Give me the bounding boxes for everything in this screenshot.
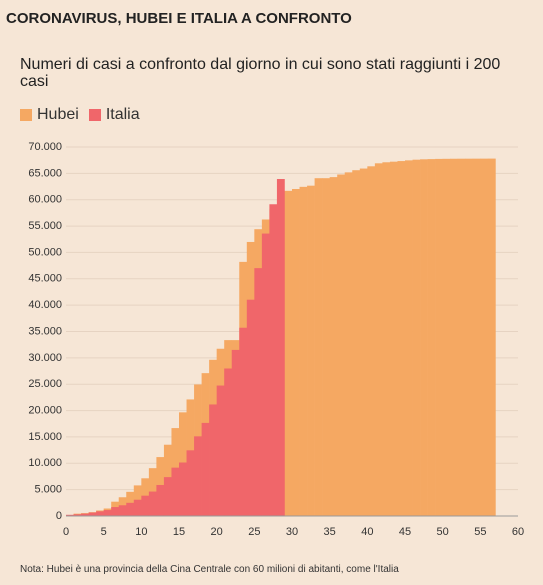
x-tick-label: 0 xyxy=(63,526,69,538)
y-tick-label: 30.000 xyxy=(28,352,62,364)
y-tick-label: 50.000 xyxy=(28,246,62,258)
y-tick-label: 20.000 xyxy=(28,404,62,416)
y-tick-label: 25.000 xyxy=(28,378,62,390)
step-bar xyxy=(412,159,421,516)
step-bar xyxy=(359,168,368,516)
y-tick-label: 55.000 xyxy=(28,220,62,232)
step-bar xyxy=(382,162,391,516)
x-tick-label: 35 xyxy=(324,526,336,538)
x-tick-label: 40 xyxy=(361,526,373,538)
y-tick-label: 5.000 xyxy=(34,484,62,496)
step-bar xyxy=(231,349,240,516)
step-bar xyxy=(88,512,97,516)
legend: Hubei Italia xyxy=(20,106,140,124)
x-tick-label: 10 xyxy=(135,526,147,538)
x-tick-label: 50 xyxy=(437,526,449,538)
y-tick-label: 15.000 xyxy=(28,431,62,443)
x-tick-label: 55 xyxy=(474,526,486,538)
x-tick-label: 20 xyxy=(211,526,223,538)
step-bar xyxy=(209,404,217,516)
step-bar xyxy=(156,484,165,516)
step-bar xyxy=(314,178,323,516)
step-bar xyxy=(450,158,459,516)
step-bar xyxy=(171,467,180,516)
step-bar xyxy=(261,233,270,517)
legend-item: Hubei xyxy=(20,106,79,124)
step-bar xyxy=(224,368,233,516)
legend-label: Hubei xyxy=(37,106,79,123)
y-tick-label: 65.000 xyxy=(28,167,62,179)
step-bar xyxy=(179,462,187,516)
legend-swatch xyxy=(88,109,101,121)
step-bar xyxy=(337,174,346,516)
step-bar xyxy=(81,513,89,516)
step-bar xyxy=(276,179,285,517)
step-bar xyxy=(435,158,443,516)
step-bar xyxy=(352,170,361,516)
step-bar xyxy=(427,159,436,516)
step-bar xyxy=(133,499,142,516)
step-bar xyxy=(201,422,210,516)
step-bar xyxy=(292,189,300,517)
x-tick-label: 15 xyxy=(173,526,185,538)
step-bar xyxy=(457,158,466,516)
step-bar xyxy=(194,436,202,516)
y-tick-label: 0 xyxy=(56,510,62,522)
chart-title: CORONAVIRUS, HUBEI E ITALIA A CONFRONTO xyxy=(6,10,352,27)
step-bar xyxy=(96,511,104,516)
step-bar xyxy=(73,514,82,516)
step-bar xyxy=(111,507,120,516)
step-bar xyxy=(367,166,376,516)
note: Nota: Hubei è una provincia della Cina C… xyxy=(20,564,399,575)
step-bar xyxy=(465,158,474,516)
chart-subtitle: Numeri di casi a confronto dal giorno in… xyxy=(20,56,501,90)
chart: 0 5.000 10.000 15.000 20.000 25.000 30.000 35.0… xyxy=(28,141,524,538)
step-bar xyxy=(344,172,353,516)
step-bar xyxy=(103,510,112,516)
step-bar xyxy=(397,161,406,516)
step-bar xyxy=(389,161,398,516)
step-bar xyxy=(442,158,451,517)
step-bar xyxy=(405,160,413,517)
x-tick-label: 60 xyxy=(512,526,524,538)
step-bar xyxy=(118,505,127,516)
x-tick-label: 45 xyxy=(399,526,411,538)
y-tick-label: 45.000 xyxy=(28,273,62,285)
step-bar xyxy=(66,514,74,516)
legend-item: Italia xyxy=(88,106,140,124)
legend-label: Italia xyxy=(105,106,140,123)
step-bar xyxy=(246,299,255,516)
step-bar xyxy=(307,185,315,516)
y-tick-label: 35.000 xyxy=(28,325,62,337)
y-tick-label: 60.000 xyxy=(28,194,62,206)
step-bar xyxy=(163,477,172,516)
step-bar xyxy=(472,158,481,517)
step-bar xyxy=(254,268,263,516)
step-bar xyxy=(126,502,135,516)
y-tick-label: 10.000 xyxy=(28,457,62,469)
step-bar xyxy=(216,385,225,516)
step-bar xyxy=(239,327,248,516)
step-bar xyxy=(374,163,383,516)
step-bar xyxy=(329,177,338,517)
x-tick-label: 5 xyxy=(101,526,107,538)
y-tick-label: 40.000 xyxy=(28,299,62,311)
x-tick-label: 30 xyxy=(286,526,298,538)
step-bar xyxy=(186,450,195,516)
step-bar xyxy=(420,159,428,516)
step-bar xyxy=(322,178,330,516)
step-bar xyxy=(487,158,496,517)
step-bar xyxy=(148,491,157,516)
step-bar xyxy=(269,204,278,517)
step-bar xyxy=(299,186,308,516)
legend-swatch xyxy=(20,109,32,121)
y-tick-label: 70.000 xyxy=(28,141,62,153)
step-bar xyxy=(141,495,150,516)
x-tick-label: 25 xyxy=(248,526,260,538)
step-bar xyxy=(284,190,293,516)
step-bar xyxy=(480,158,489,516)
